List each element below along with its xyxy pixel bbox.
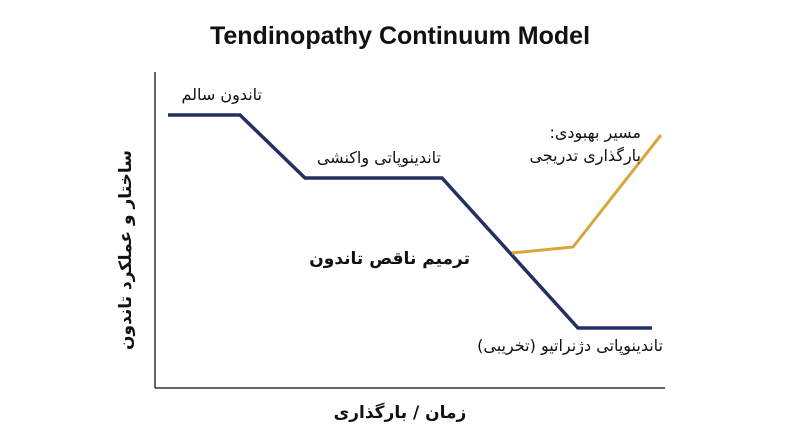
label-recovery-line1: مسیر بهبودی:	[549, 123, 641, 142]
label-incomplete-repair: ترمیم ناقص تاندون	[309, 249, 470, 269]
diagram-title: Tendinopathy Continuum Model	[209, 22, 591, 50]
main-continuum-path	[168, 113, 652, 330]
label-recovery-line2: بارگذاری تدریجی	[529, 146, 641, 165]
recovery-path	[511, 134, 663, 255]
x-axis-label: زمان / بارگذاری	[333, 403, 467, 423]
label-reactive-tendinopathy: تاندینوپاتی واکنشی	[316, 148, 441, 167]
label-healthy-tendon: تاندون سالم	[181, 85, 262, 104]
label-degenerative-tendinopathy: تاندینوپاتی دژنراتیو (تخریبی)	[477, 336, 663, 355]
y-axis-label: ساختار و عملکرد تاندون	[116, 150, 136, 350]
